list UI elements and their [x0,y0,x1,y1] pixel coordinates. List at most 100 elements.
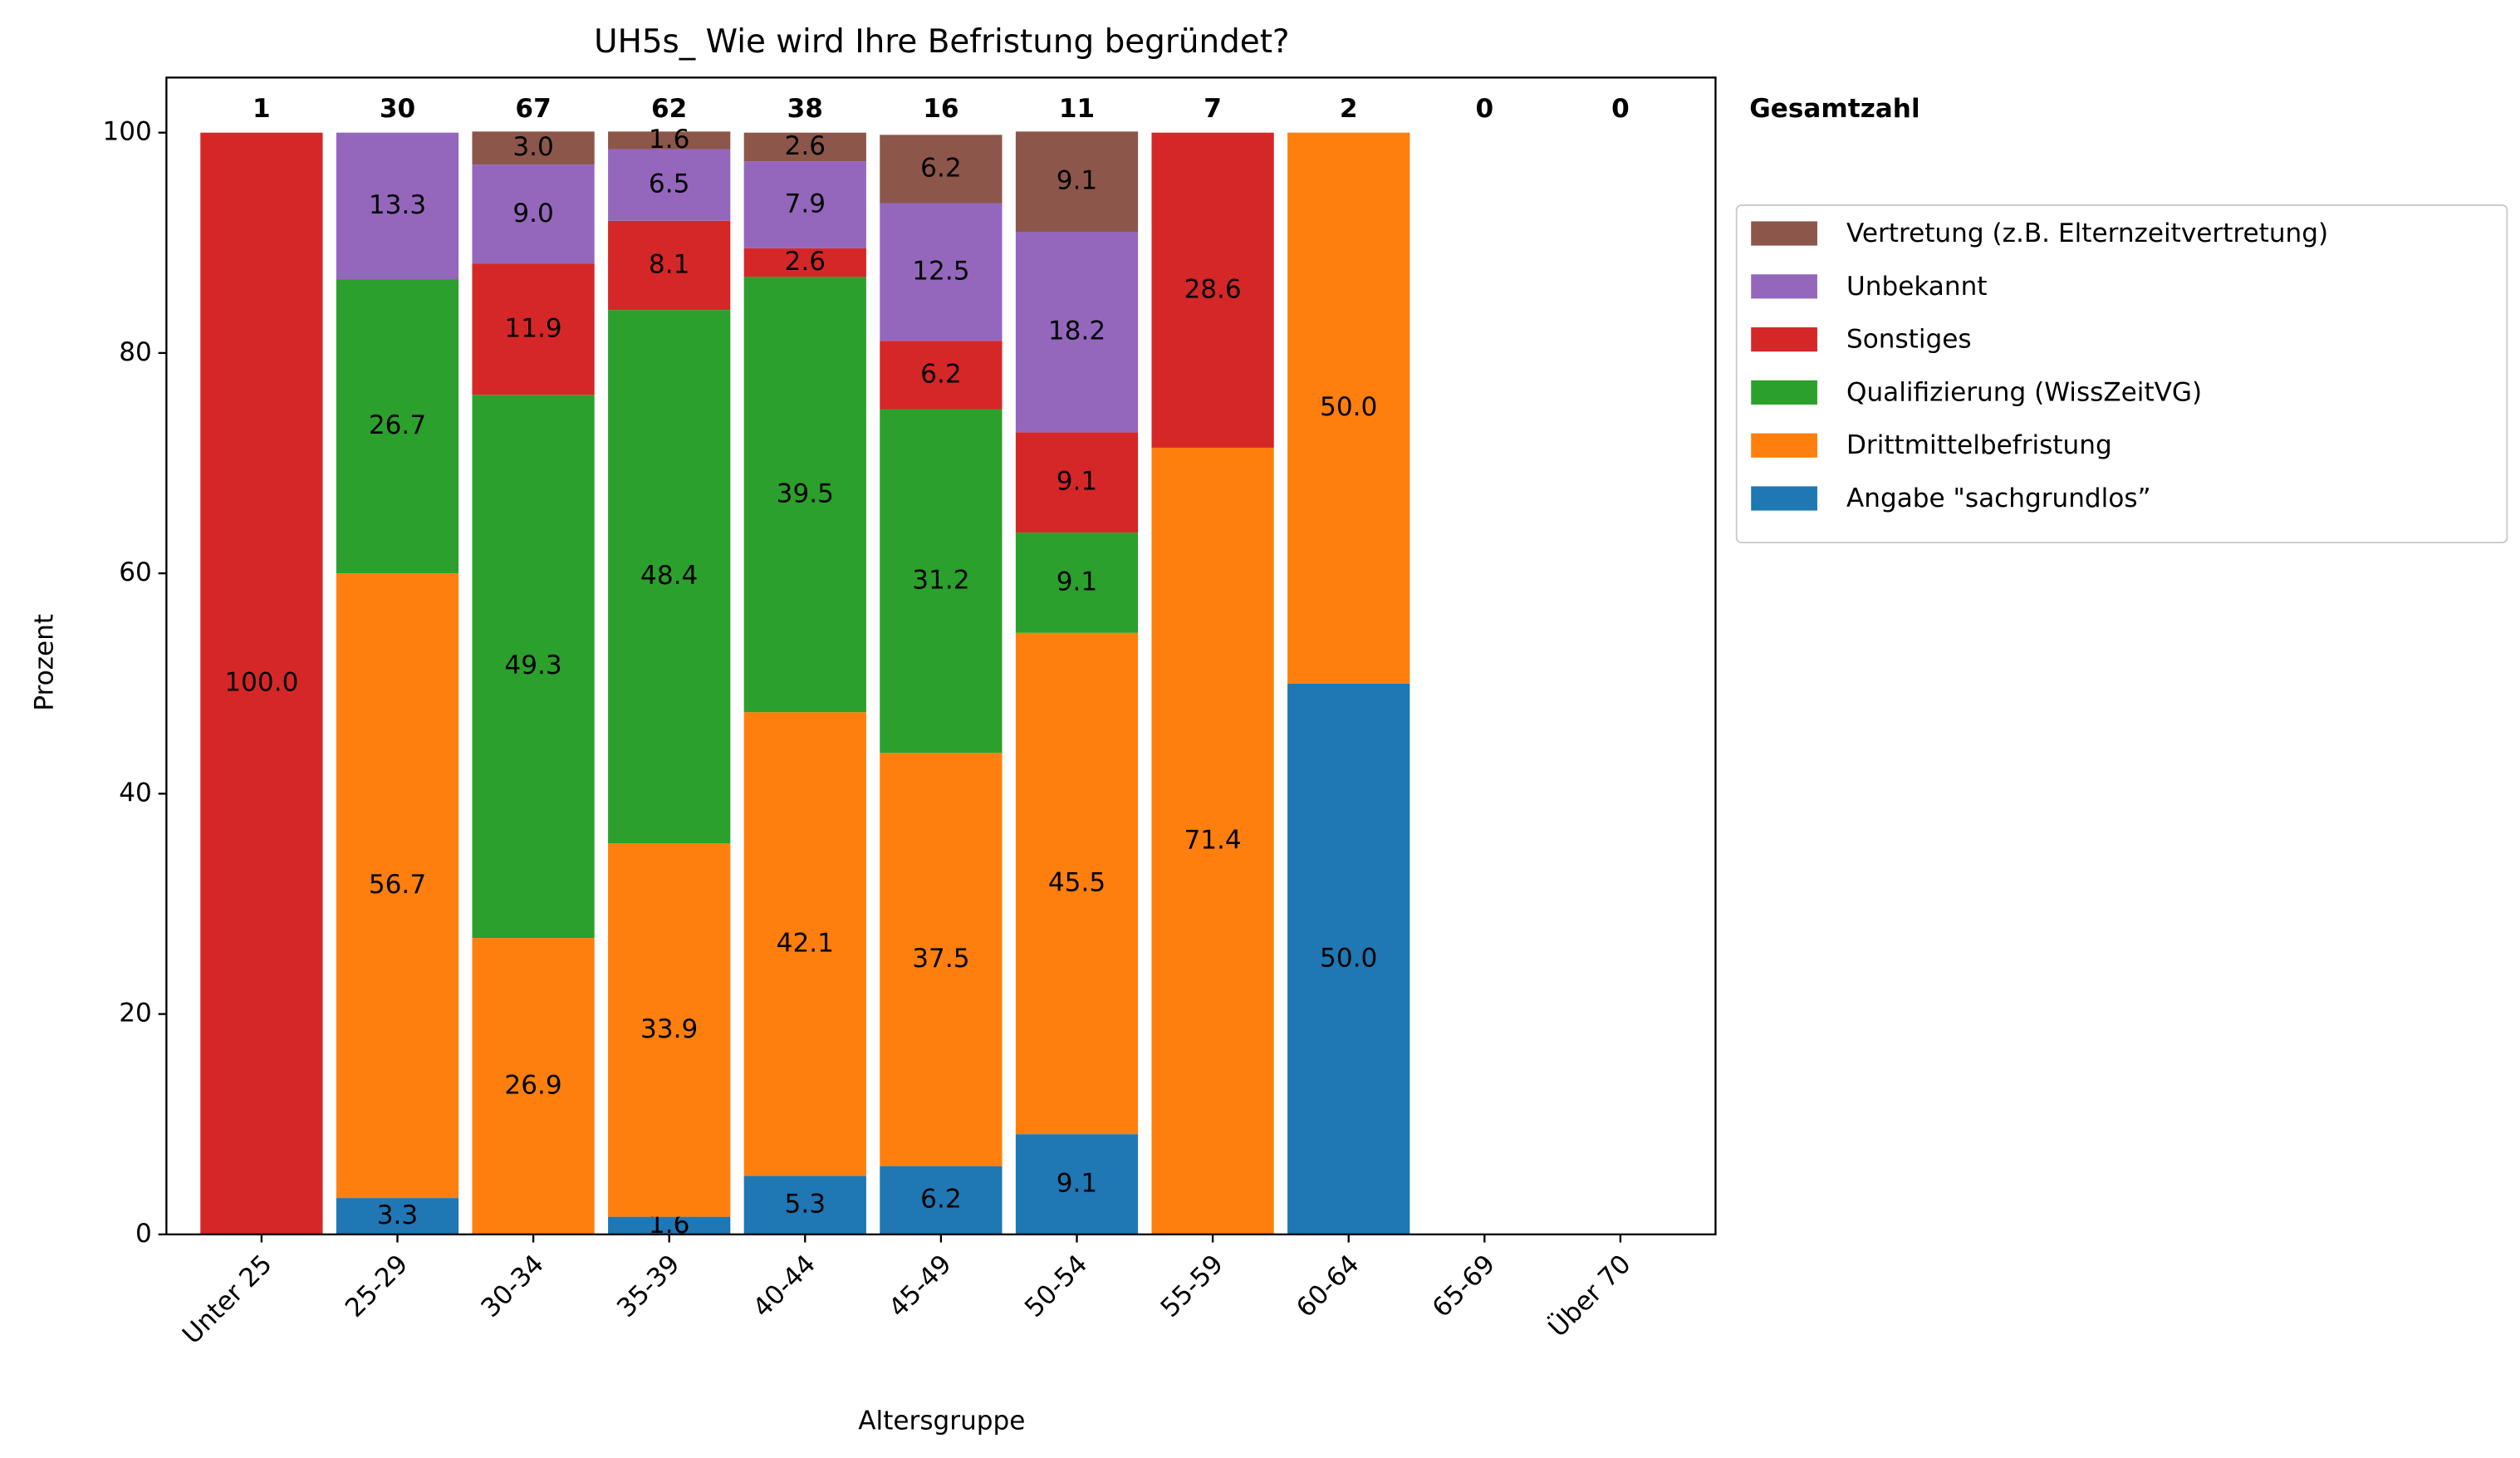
bar-segment [743,1176,866,1235]
chart-title: UH5s_ Wie wird Ihre Befristung begründet… [594,23,1289,61]
total-label: 16 [923,94,958,124]
bar-segment [1287,683,1410,1235]
value-label: 6.2 [920,1185,961,1215]
legend: Vertretung (z.B. Elternzeitvertretung) Un… [1735,204,2508,544]
legend-label: Sonstiges [1846,325,1972,355]
value-label: 33.9 [640,1014,698,1044]
bar-segment [608,310,731,844]
legend-label: Qualifizierung (WissZeitVG) [1846,377,2202,407]
legend-swatch [1751,380,1817,405]
y-tick-label: 100 [102,117,151,147]
value-label: 8.1 [649,249,689,279]
bar-segment [472,938,595,1235]
bar-segment [1151,132,1274,448]
value-label: 7.9 [785,189,826,219]
value-label: 37.5 [912,944,969,974]
legend-swatch [1751,433,1817,458]
bar-segment [743,132,866,162]
bar-segment [880,1166,1003,1235]
value-label: 42.1 [777,928,834,958]
legend-swatch [1751,327,1817,352]
bar-segment [743,248,866,277]
bar-segment [743,161,866,248]
bar-segment [1015,1134,1139,1235]
legend-label: Vertretung (z.B. Elternzeitvertretung) [1846,218,2328,248]
bar-segment [880,203,1003,341]
bar-segment [1015,533,1139,633]
y-axis-label: Prozent [30,614,60,711]
bar-segment [1015,432,1139,533]
bar-segment [880,409,1003,754]
legend-label: Unbekannt [1846,272,1988,302]
bar-segment [1015,632,1139,1135]
bar-segment [880,341,1003,410]
legend-label: Angabe "sachgrundlos” [1846,484,2151,513]
value-label: 50.0 [1320,943,1377,973]
bar-segment [1015,232,1139,433]
bar-segment [743,712,866,1176]
total-label: 30 [380,94,415,124]
y-tick-label: 60 [119,557,152,587]
value-label: 6.5 [649,169,689,199]
plot-frame [165,76,1717,1236]
y-tick-label: 80 [119,337,152,367]
bar-segment [472,395,595,939]
bar-segment [472,263,595,395]
bar-segment [608,843,731,1217]
value-label: 71.4 [1184,825,1241,855]
value-label: 9.0 [512,199,553,228]
value-label: 31.2 [912,565,969,595]
total-label: 62 [651,94,687,124]
legend-swatch [1751,486,1817,511]
value-label: 48.4 [640,561,698,591]
bar-segment [608,131,731,150]
bar-segment [336,573,459,1199]
value-label: 39.5 [777,479,834,508]
bar-segment [608,149,731,221]
legend-box [1735,204,2508,544]
total-label: 0 [1611,94,1630,124]
totals-heading: Gesamtzahl [1749,94,1919,124]
value-label: 1.6 [649,125,689,155]
bar-segment [743,277,866,713]
value-label: 28.6 [1184,274,1241,304]
value-label: 100.0 [224,668,298,698]
value-label: 9.1 [1057,166,1097,196]
y-tick-label: 20 [119,999,152,1028]
x-axis-label: Altersgruppe [858,1406,1025,1436]
bar-segment [1287,132,1410,684]
bar-segment [1151,447,1274,1235]
y-tick-label: 0 [135,1219,152,1249]
total-label: 1 [252,94,271,124]
total-label: 2 [1340,94,1358,124]
total-label: 7 [1204,94,1222,124]
value-label: 45.5 [1048,867,1106,897]
bar-segment [336,1198,459,1235]
value-label: 5.3 [785,1190,826,1220]
bar-segment [472,164,595,264]
value-label: 9.1 [1057,567,1097,596]
legend-swatch [1751,221,1817,246]
legend-swatch [1751,274,1817,299]
bar-segment [336,132,459,280]
y-tick-label: 40 [119,778,152,808]
value-label: 50.0 [1320,392,1377,422]
value-label: 18.2 [1048,317,1106,346]
value-label: 9.1 [1057,467,1097,497]
value-label: 2.6 [785,131,826,161]
bar-segment [880,135,1003,204]
value-label: 3.3 [377,1200,418,1230]
value-label: 3.0 [512,132,553,162]
value-label: 49.3 [504,650,561,680]
bar-segment [336,279,459,574]
legend-label: Drittmittelbefristung [1846,430,2112,460]
total-label: 38 [787,94,823,124]
value-label: 6.2 [920,153,961,183]
bar-segment [608,1216,731,1235]
bar-segment [472,131,595,165]
value-label: 13.3 [369,190,426,220]
value-label: 56.7 [369,870,426,900]
value-label: 2.6 [785,247,826,277]
value-label: 9.1 [1057,1168,1097,1198]
